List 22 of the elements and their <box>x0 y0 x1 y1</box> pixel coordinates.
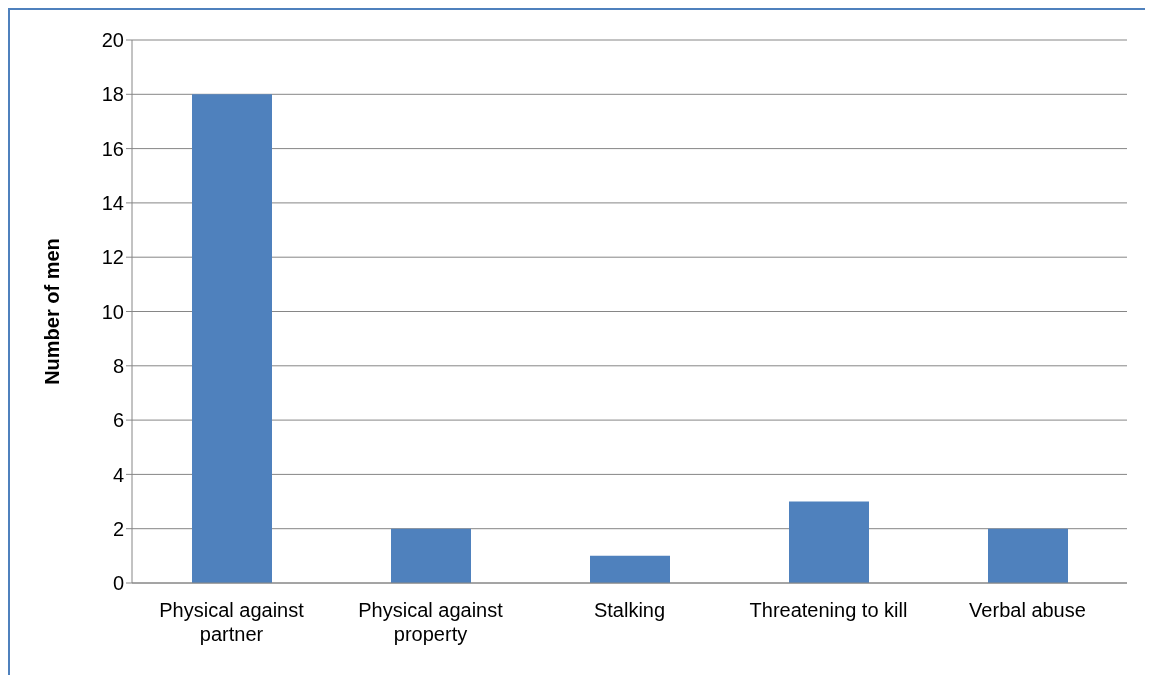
y-tick-label: 14 <box>101 192 124 214</box>
x-tick-label: Physical against property <box>358 599 504 645</box>
bar <box>789 501 869 583</box>
y-tick-label: 8 <box>112 354 124 377</box>
x-tick-label: Stalking <box>593 599 666 621</box>
y-tick-label: 18 <box>101 83 124 106</box>
y-tick-label: 16 <box>101 137 124 160</box>
y-tick-label: 6 <box>112 409 124 432</box>
y-tick-label: 4 <box>112 463 124 486</box>
y-tick-label: 10 <box>101 300 124 323</box>
y-tick-label: 2 <box>112 517 124 540</box>
x-tick-label: Verbal abuse <box>969 599 1086 621</box>
bar <box>988 528 1068 583</box>
bar <box>192 94 272 583</box>
bar <box>391 528 471 583</box>
y-tick-label: 0 <box>112 572 124 595</box>
y-axis-title: Number of men <box>41 238 64 385</box>
y-tick-label: 12 <box>101 246 124 269</box>
bar <box>590 555 670 583</box>
x-tick-label: Physical against partner <box>159 599 305 645</box>
y-tick-label: 20 <box>101 29 124 52</box>
x-tick-label: Threatening to kill <box>749 599 908 621</box>
